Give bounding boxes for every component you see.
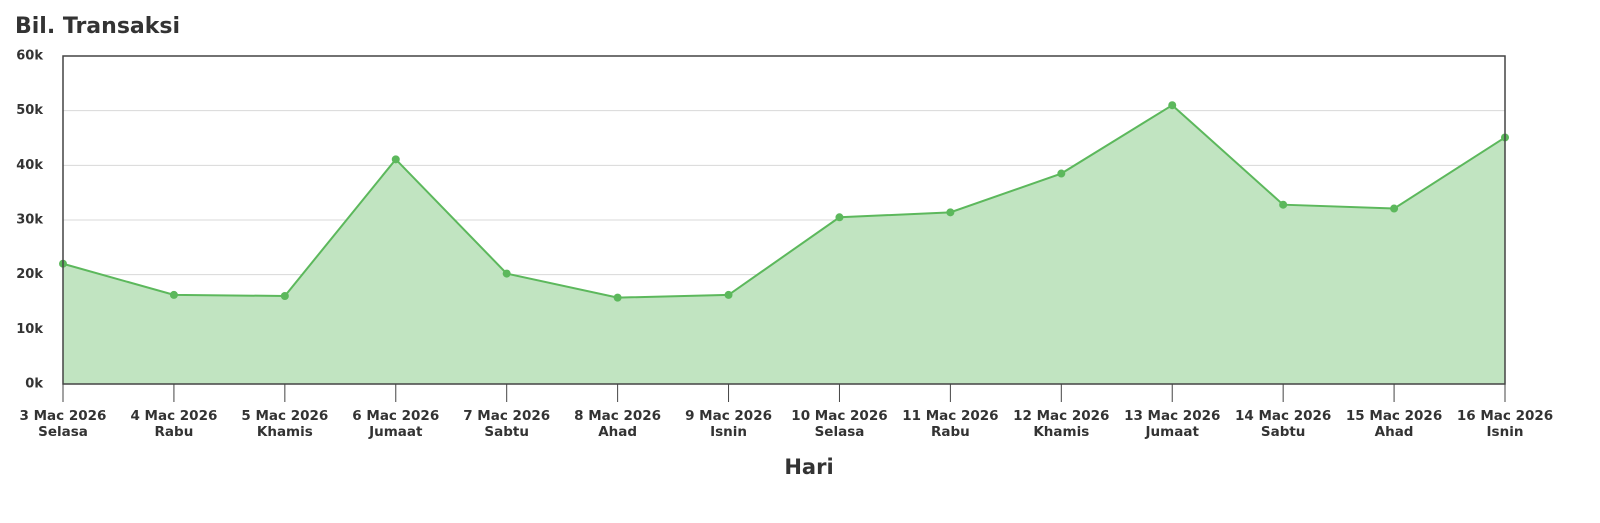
x-tick-label: 11 Mac 2026 xyxy=(902,408,998,424)
point xyxy=(724,290,733,299)
y-tick-label: 30k xyxy=(16,213,43,228)
x-tick-label: 15 Mac 2026 xyxy=(1346,408,1442,424)
x-tick-label: 6 Mac 2026 xyxy=(352,408,439,424)
point xyxy=(1279,200,1288,209)
point xyxy=(169,290,178,299)
y-tick-label: 60k xyxy=(16,49,43,64)
x-tick-sublabel: Rabu xyxy=(931,424,970,440)
y-tick-label: 40k xyxy=(16,158,43,173)
point xyxy=(1168,101,1177,110)
x-tick-sublabel: Ahad xyxy=(1375,424,1414,440)
x-tick-label: 10 Mac 2026 xyxy=(791,408,887,424)
y-tick-label: 20k xyxy=(16,267,43,282)
x-tick-sublabel: Isnin xyxy=(1487,424,1524,440)
point xyxy=(391,155,400,164)
line xyxy=(62,103,1506,299)
point xyxy=(613,293,622,302)
point xyxy=(1057,169,1066,178)
x-tick-label: 5 Mac 2026 xyxy=(241,408,328,424)
point xyxy=(1390,204,1399,213)
x-tick-sublabel: Jumaat xyxy=(368,424,423,440)
point xyxy=(835,213,844,222)
x-tick-sublabel: Isnin xyxy=(710,424,747,440)
y-tick-label: 50k xyxy=(16,103,43,118)
x-tick-label: 13 Mac 2026 xyxy=(1124,408,1220,424)
x-tick-sublabel: Khamis xyxy=(257,424,313,440)
y-tick-label: 0k xyxy=(25,377,43,392)
chart-title: Bil. Transaksi xyxy=(15,14,180,39)
area xyxy=(63,105,1505,384)
x-tick-label: 7 Mac 2026 xyxy=(463,408,550,424)
x-tick-label: 12 Mac 2026 xyxy=(1013,408,1109,424)
point xyxy=(280,291,289,300)
x-tick-sublabel: Sabtu xyxy=(1261,424,1306,440)
x-tick-sublabel: Ahad xyxy=(598,424,637,440)
x-tick-label: 4 Mac 2026 xyxy=(130,408,217,424)
plot-frame xyxy=(62,55,1506,385)
x-tick-sublabel: Khamis xyxy=(1033,424,1089,440)
point xyxy=(946,208,955,217)
x-tick-sublabel: Rabu xyxy=(155,424,194,440)
x-tick-sublabel: Selasa xyxy=(38,424,88,440)
x-tick-label: 14 Mac 2026 xyxy=(1235,408,1331,424)
x-tick-sublabel: Jumaat xyxy=(1145,424,1200,440)
x-tick-sublabel: Selasa xyxy=(815,424,865,440)
x-tick-label: 3 Mac 2026 xyxy=(20,408,107,424)
x-tick-label: 9 Mac 2026 xyxy=(685,408,772,424)
y-tick-label: 10k xyxy=(16,322,43,337)
x-tick-label: 16 Mac 2026 xyxy=(1457,408,1553,424)
x-tick-label: 8 Mac 2026 xyxy=(574,408,661,424)
x-tick-sublabel: Sabtu xyxy=(484,424,529,440)
x-axis-label: Hari xyxy=(784,455,833,479)
point xyxy=(502,269,511,278)
